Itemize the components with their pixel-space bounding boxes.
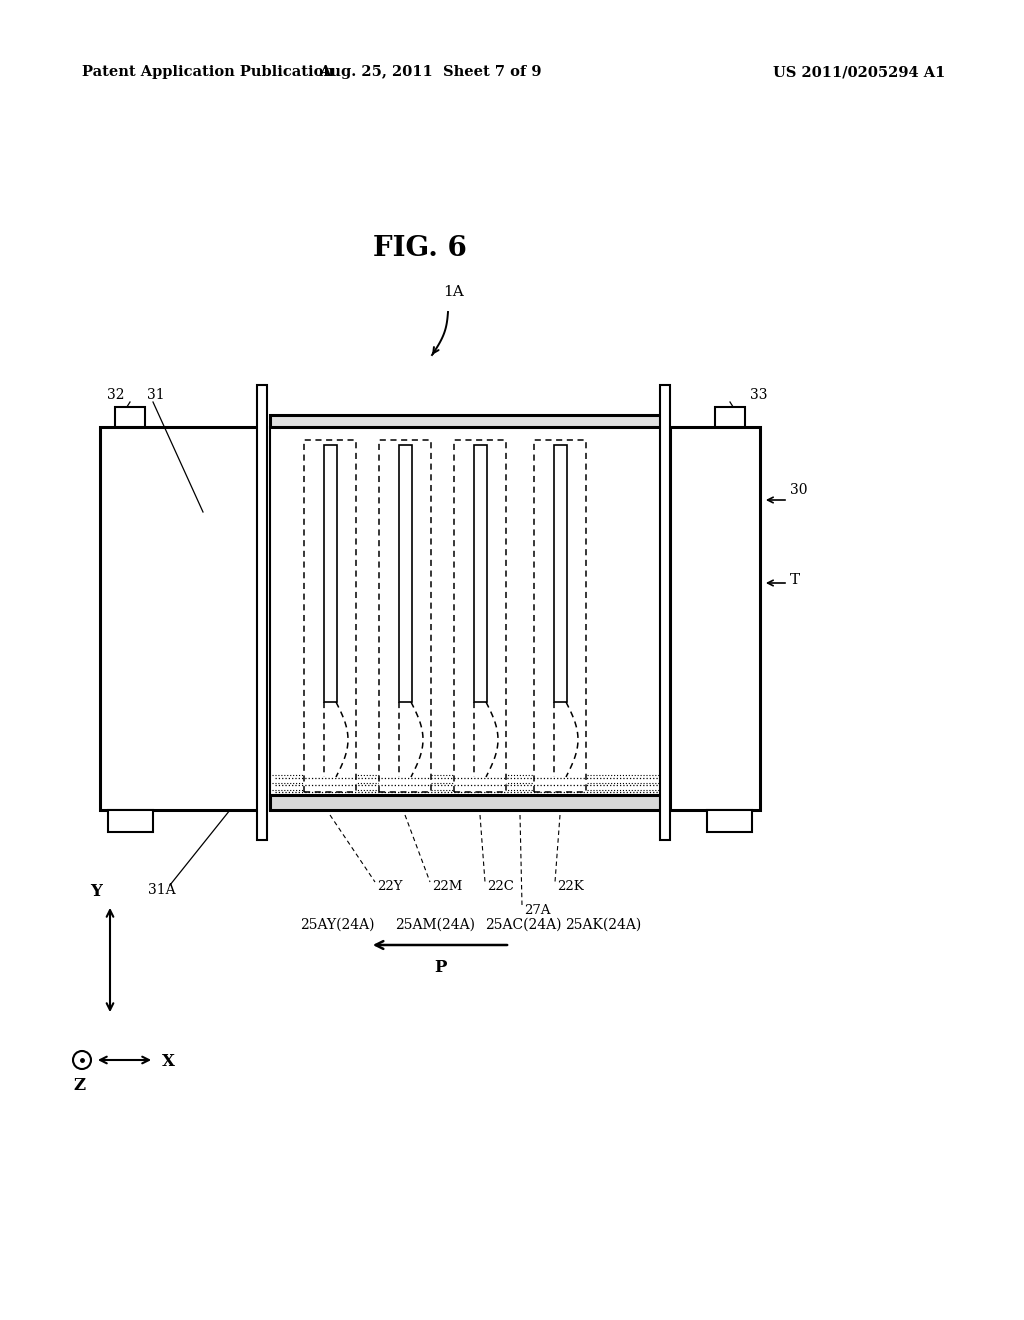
Bar	[534, 440, 586, 792]
Bar	[100, 426, 265, 810]
Text: T: T	[790, 573, 800, 587]
Text: 22Y: 22Y	[377, 880, 402, 894]
Text: 31: 31	[147, 388, 165, 403]
Text: 25AC(24A): 25AC(24A)	[485, 917, 561, 932]
Bar	[554, 445, 567, 702]
Bar	[270, 414, 665, 426]
Text: 22C: 22C	[487, 880, 514, 894]
Text: 31A: 31A	[148, 883, 176, 898]
Bar	[399, 445, 412, 702]
Bar	[474, 445, 487, 702]
Bar	[379, 440, 431, 792]
Text: 25AM(24A): 25AM(24A)	[395, 917, 475, 932]
Bar	[715, 407, 745, 426]
Text: 33: 33	[750, 388, 768, 403]
Bar	[324, 445, 337, 702]
Text: 32: 32	[106, 388, 125, 403]
Text: US 2011/0205294 A1: US 2011/0205294 A1	[773, 65, 945, 79]
Text: Patent Application Publication: Patent Application Publication	[82, 65, 334, 79]
Bar	[257, 385, 267, 840]
Bar	[115, 407, 145, 426]
Text: 25AY(24A): 25AY(24A)	[300, 917, 375, 932]
Text: 22K: 22K	[557, 880, 584, 894]
Text: 27A: 27A	[524, 903, 551, 916]
Bar	[454, 440, 506, 792]
Bar	[270, 795, 665, 810]
Text: FIG. 6: FIG. 6	[373, 235, 467, 261]
Bar	[270, 426, 665, 810]
Bar	[707, 810, 752, 832]
Text: P: P	[434, 958, 446, 975]
Text: 22M: 22M	[432, 880, 463, 894]
Bar	[660, 385, 670, 840]
Text: 30: 30	[790, 483, 808, 498]
Bar	[670, 426, 760, 810]
Text: Y: Y	[90, 883, 101, 900]
Bar	[304, 440, 356, 792]
Bar	[108, 810, 153, 832]
Text: 25AK(24A): 25AK(24A)	[565, 917, 641, 932]
Text: 1A: 1A	[443, 285, 464, 300]
Text: Z: Z	[74, 1077, 86, 1093]
Text: X: X	[162, 1053, 175, 1071]
Text: Aug. 25, 2011  Sheet 7 of 9: Aug. 25, 2011 Sheet 7 of 9	[318, 65, 542, 79]
